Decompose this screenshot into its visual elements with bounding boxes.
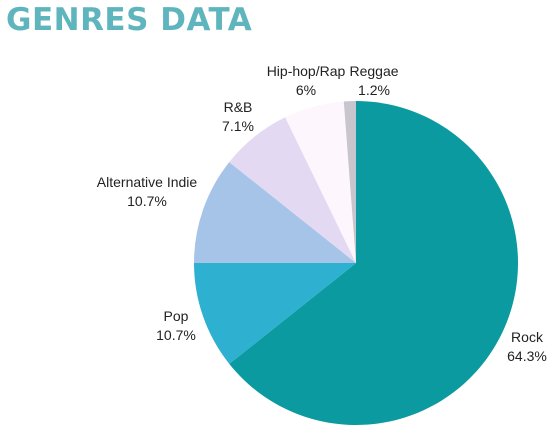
slice-labels: Rock 64.3% Pop 10.7% Alternative Indie 10.7% R… (97, 63, 547, 364)
slice-value-hip-hop-rap: 6% (296, 82, 316, 98)
slice-label-reggae: Reggae (349, 63, 398, 79)
slice-label-pop: Pop (164, 308, 189, 324)
pie-slice-rock (229, 101, 518, 425)
pie-slice-alternative-indie (194, 162, 356, 263)
pie-slice-hip-hop-rap (285, 101, 356, 264)
pie-slices (194, 101, 518, 425)
slice-value-pop: 10.7% (156, 327, 196, 343)
slice-label-hip-hop-rap: Hip-hop/Rap (267, 63, 346, 79)
pie-slice-reggae (343, 101, 356, 263)
slice-value-alternative-indie: 10.7% (127, 193, 167, 209)
slice-value-rock: 64.3% (507, 348, 547, 364)
pie-slice-randb (229, 117, 356, 263)
chart-title: GENRES DATA (6, 2, 253, 38)
slice-value-randb: 7.1% (222, 118, 254, 134)
pie-slice-pop (194, 263, 356, 364)
slice-label-alternative-indie: Alternative Indie (97, 174, 198, 190)
slice-label-rock: Rock (511, 329, 544, 345)
slice-value-reggae: 1.2% (358, 82, 390, 98)
slice-label-randb: R&B (224, 99, 253, 115)
